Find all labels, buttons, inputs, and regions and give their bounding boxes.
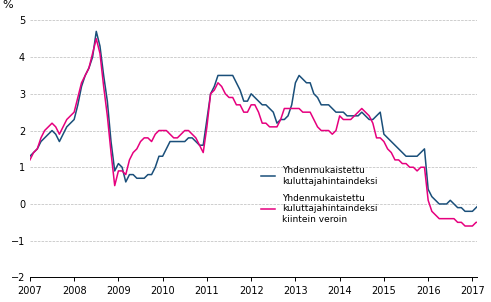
Yhdenmukaistettu
kuluttajahintaindeksi: [56, 140, 62, 143]
Yhdenmukaistettu
kuluttajahintaindeksi
kiintein veroin: [93, 37, 99, 40]
Yhdenmukaistettu
kuluttajahintaindeksi: [462, 210, 468, 213]
Yhdenmukaistettu
kuluttajahintaindeksi: [93, 30, 99, 33]
Y-axis label: %: %: [2, 0, 13, 10]
Yhdenmukaistettu
kuluttajahintaindeksi: [27, 154, 33, 158]
Yhdenmukaistettu
kuluttajahintaindeksi
kiintein veroin: [27, 158, 33, 162]
Legend: Yhdenmukaistettu
kuluttajahintaindeksi, Yhdenmukaistettu
kuluttajahintaindeksi
k: Yhdenmukaistettu kuluttajahintaindeksi, …: [258, 163, 382, 227]
Yhdenmukaistettu
kuluttajahintaindeksi: [484, 198, 490, 202]
Yhdenmukaistettu
kuluttajahintaindeksi
kiintein veroin: [30, 151, 36, 154]
Yhdenmukaistettu
kuluttajahintaindeksi
kiintein veroin: [200, 151, 206, 154]
Yhdenmukaistettu
kuluttajahintaindeksi: [200, 143, 206, 147]
Yhdenmukaistettu
kuluttajahintaindeksi
kiintein veroin: [469, 224, 475, 228]
Yhdenmukaistettu
kuluttajahintaindeksi
kiintein veroin: [56, 132, 62, 136]
Line: Yhdenmukaistettu
kuluttajahintaindeksi
kiintein veroin: Yhdenmukaistettu kuluttajahintaindeksi k…: [30, 39, 491, 244]
Yhdenmukaistettu
kuluttajahintaindeksi: [30, 151, 36, 154]
Yhdenmukaistettu
kuluttajahintaindeksi
kiintein veroin: [481, 224, 487, 228]
Line: Yhdenmukaistettu
kuluttajahintaindeksi: Yhdenmukaistettu kuluttajahintaindeksi: [30, 31, 491, 211]
Yhdenmukaistettu
kuluttajahintaindeksi: [473, 206, 479, 210]
